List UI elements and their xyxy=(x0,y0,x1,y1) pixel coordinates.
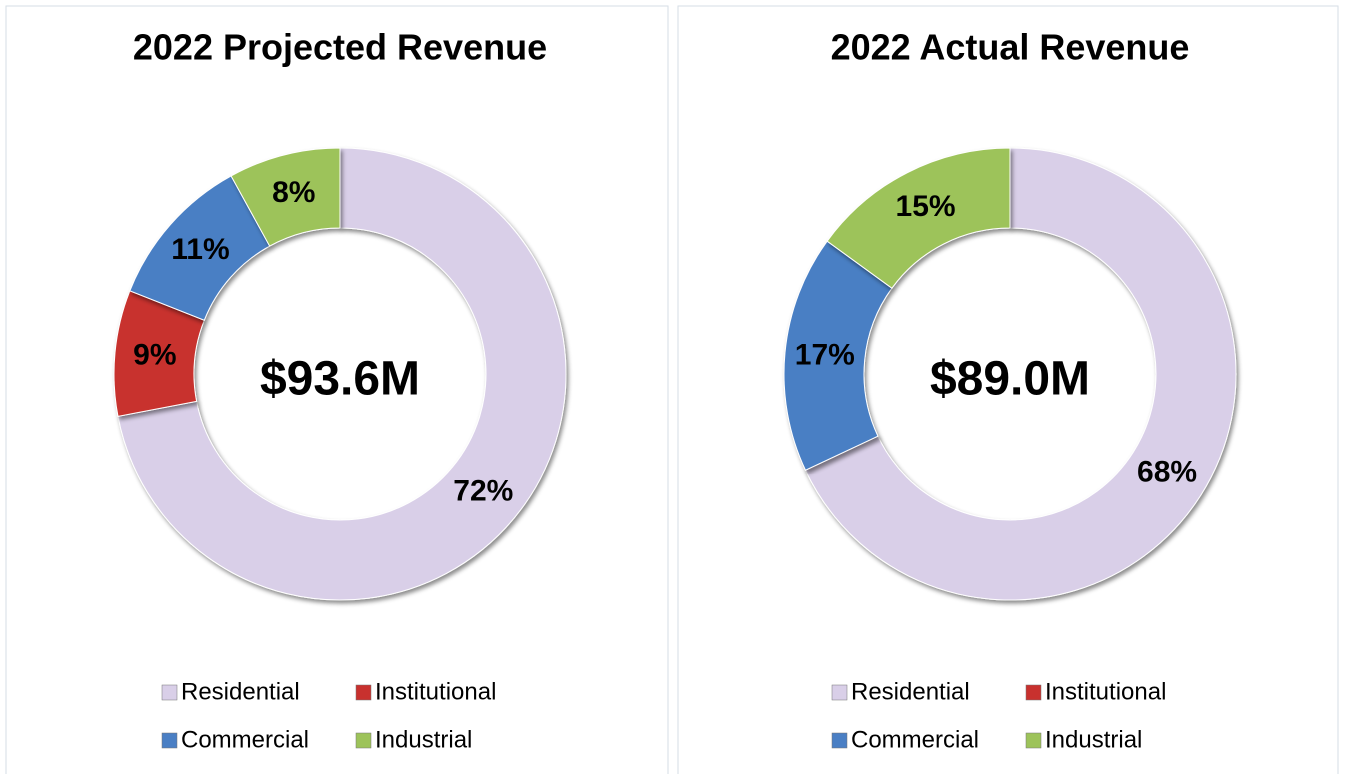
legend-label: Residential xyxy=(851,678,970,705)
data-label: 8% xyxy=(272,176,315,209)
legend-swatch xyxy=(1025,732,1042,749)
center-label: $89.0M xyxy=(930,353,1090,406)
donut-segment xyxy=(117,147,567,601)
chart-title: 2022 Projected Revenue xyxy=(133,27,547,68)
legend-label: Industrial xyxy=(375,726,472,753)
donut-segment xyxy=(826,147,1011,289)
legend-swatch xyxy=(355,732,372,749)
data-label: 68% xyxy=(1137,456,1197,489)
legend-label: Commercial xyxy=(181,726,309,753)
legend-label: Industrial xyxy=(1045,726,1142,753)
panel xyxy=(677,5,1339,774)
data-label: 15% xyxy=(896,190,956,223)
legend-label: Commercial xyxy=(851,726,979,753)
panel xyxy=(5,5,669,774)
legend-swatch xyxy=(1025,684,1042,701)
donut-segment xyxy=(804,147,1237,601)
legend-label: Institutional xyxy=(375,678,496,705)
legend-label: Institutional xyxy=(1045,678,1166,705)
legend-swatch xyxy=(161,732,178,749)
legend-swatch xyxy=(831,684,848,701)
data-label: 72% xyxy=(453,474,513,507)
legend-label: Residential xyxy=(181,678,300,705)
legend-swatch xyxy=(161,684,178,701)
donut-segment xyxy=(230,147,341,247)
chart-title: 2022 Actual Revenue xyxy=(831,27,1190,68)
data-label: 17% xyxy=(795,338,855,371)
data-label: 9% xyxy=(133,338,176,371)
legend-swatch xyxy=(355,684,372,701)
data-label: 11% xyxy=(171,233,229,266)
legend-swatch xyxy=(831,732,848,749)
center-label: $93.6M xyxy=(260,353,420,406)
